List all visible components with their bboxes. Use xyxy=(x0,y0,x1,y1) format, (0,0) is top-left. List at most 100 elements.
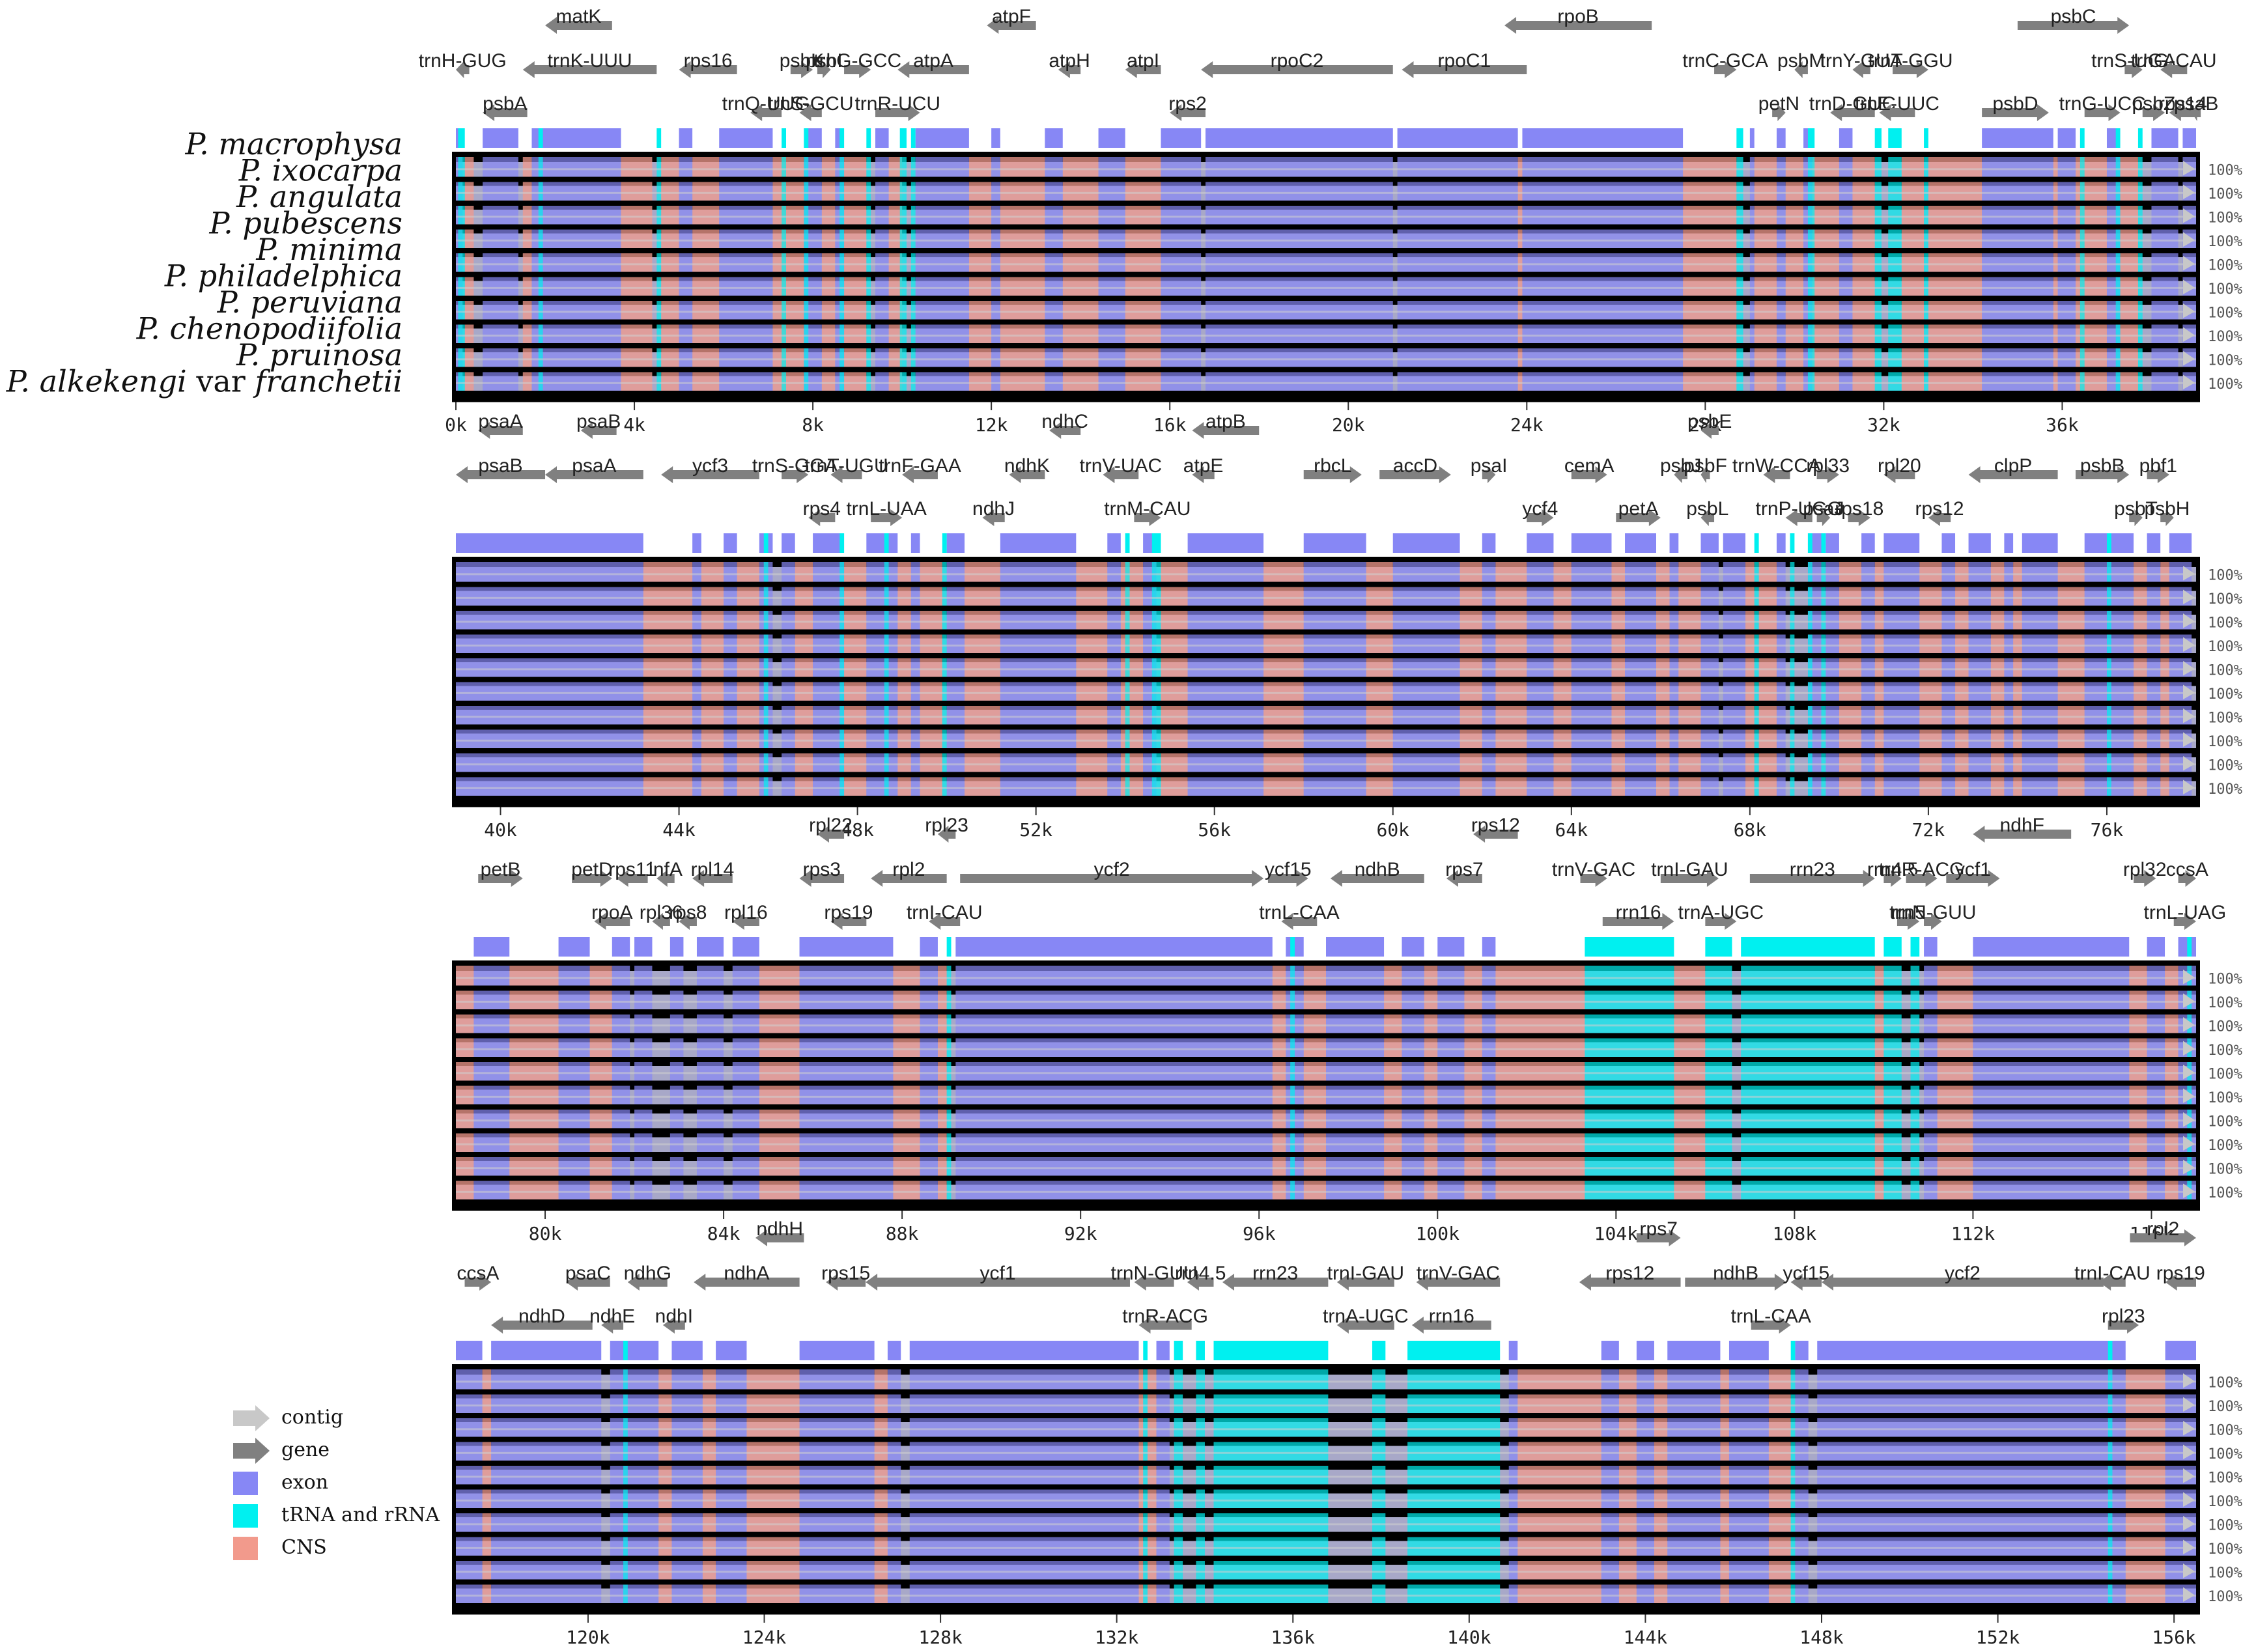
lane-centerline xyxy=(456,692,2196,694)
contig-arrow xyxy=(2183,184,2195,199)
rna-block xyxy=(1874,128,1882,148)
contig-arrow xyxy=(2183,970,2195,985)
axis-tick-label: 132k xyxy=(1095,1627,1139,1648)
exon-block xyxy=(670,937,684,957)
identity-label: 100% xyxy=(2208,1138,2242,1154)
axis-tick-label: 32k xyxy=(1867,414,1900,436)
gene-label: rpl23 xyxy=(2102,1306,2145,1327)
gene-arrow xyxy=(2169,104,2196,121)
exon-block xyxy=(2057,128,2076,148)
gene-label: rbcL xyxy=(1314,455,1351,477)
lane-separator xyxy=(456,1128,2196,1134)
exon-block xyxy=(1723,533,1746,553)
gene-label: clpP xyxy=(1994,455,2032,477)
gene-label: rps7 xyxy=(1445,859,1483,880)
gene-arrow xyxy=(1527,509,1554,526)
gene-label: rpl16 xyxy=(724,902,768,923)
gene-arrow xyxy=(799,870,845,887)
lane-centerline xyxy=(456,1499,2196,1502)
rna-block xyxy=(1790,533,1795,553)
rna-block xyxy=(2108,1341,2113,1360)
gene-label: trnT-UGU xyxy=(804,455,888,477)
rna-block xyxy=(1883,937,1902,957)
exon-block xyxy=(1392,533,1460,553)
gene-arrow xyxy=(1134,1274,1174,1291)
gene-arrow xyxy=(1336,1274,1394,1291)
exon-block xyxy=(719,128,773,148)
lane-separator xyxy=(456,201,2196,206)
gene-label: rpl36 xyxy=(640,902,683,923)
identity-label: 100% xyxy=(2208,1114,2242,1130)
gene-label: ccsA xyxy=(457,1263,499,1284)
gene-arrow xyxy=(1946,870,2000,887)
exon-block xyxy=(1522,128,1684,148)
gene-label: atpE xyxy=(1183,455,1224,477)
axis-tick-label: 92k xyxy=(1064,1223,1097,1244)
contig-arrow xyxy=(2183,1492,2195,1507)
identity-label: 100% xyxy=(2208,591,2242,608)
rna-block xyxy=(2115,128,2121,148)
gene-label: ndhB xyxy=(1355,859,1400,880)
exon-block xyxy=(2004,533,2014,553)
rna-block xyxy=(839,533,845,553)
gene-arrow xyxy=(782,466,809,483)
identity-label: 100% xyxy=(2208,1399,2242,1415)
contig-arrow xyxy=(2183,589,2195,604)
lane-centerline xyxy=(456,739,2196,742)
exon-block xyxy=(1973,937,2130,957)
identity-label: 100% xyxy=(2208,1470,2242,1487)
species-label: P. philadelphica xyxy=(164,259,402,294)
gene-arrow xyxy=(572,870,612,887)
exon-block xyxy=(1700,533,1719,553)
gene-arrow xyxy=(1714,61,1737,78)
legend-label: gene xyxy=(281,1438,330,1461)
identity-label: 100% xyxy=(2208,353,2242,369)
gene-label: ndhJ xyxy=(972,498,1015,520)
axis-tick-label: 16k xyxy=(1153,414,1187,436)
gene-arrow xyxy=(679,913,697,930)
gene-label: trnN-GUU xyxy=(1889,902,1976,923)
gene-arrow xyxy=(929,913,961,930)
contig-arrow xyxy=(2183,779,2195,794)
contig-arrow xyxy=(2183,708,2195,723)
axis-tick-label: 48k xyxy=(841,819,874,841)
gene-label: trnA-UGC xyxy=(1678,902,1764,923)
species-label: P. pubescens xyxy=(209,206,402,241)
lane-separator xyxy=(456,296,2196,301)
lane-separator xyxy=(456,319,2196,325)
rna-block xyxy=(899,128,907,148)
exon-block xyxy=(692,533,701,553)
exon-block xyxy=(1098,128,1125,148)
gene-arrow xyxy=(1482,466,1496,483)
gene-label: ycf2 xyxy=(1945,1263,1981,1284)
identity-label: 100% xyxy=(2208,234,2242,250)
lane-centerline xyxy=(456,168,2196,171)
gene-arrow xyxy=(2076,466,2130,483)
legend: contig gene exon tRNA and rRNA CNS xyxy=(233,1405,440,1560)
gene-label: rps16 xyxy=(684,50,733,72)
gene-label: rpl32 xyxy=(2123,859,2167,880)
gene-arrow xyxy=(656,870,675,887)
exon-block xyxy=(1625,533,1656,553)
lane-centerline xyxy=(456,596,2196,599)
lane-separator xyxy=(456,1152,2196,1157)
lane-centerline xyxy=(456,1190,2196,1193)
gene-arrow xyxy=(616,870,648,887)
lane-centerline xyxy=(456,668,2196,671)
gene-label: psbF xyxy=(1684,455,1727,477)
gene-arrow xyxy=(491,1317,593,1334)
gene-label: ycf1 xyxy=(980,1263,1016,1284)
axis-tick-label: 104k xyxy=(1594,1223,1639,1244)
rna-block xyxy=(1372,1341,1386,1360)
lane-separator xyxy=(456,1436,2196,1442)
gene-label: petA xyxy=(1618,498,1659,520)
lane-centerline xyxy=(456,1048,2196,1050)
lane-separator xyxy=(456,1175,2196,1181)
gene-label: ndhE xyxy=(589,1306,635,1327)
exon-block xyxy=(1817,1341,2126,1360)
gene-label: rps11 xyxy=(608,859,656,880)
gene-label: ycf15 xyxy=(1265,859,1312,880)
lane-separator xyxy=(456,1579,2196,1585)
